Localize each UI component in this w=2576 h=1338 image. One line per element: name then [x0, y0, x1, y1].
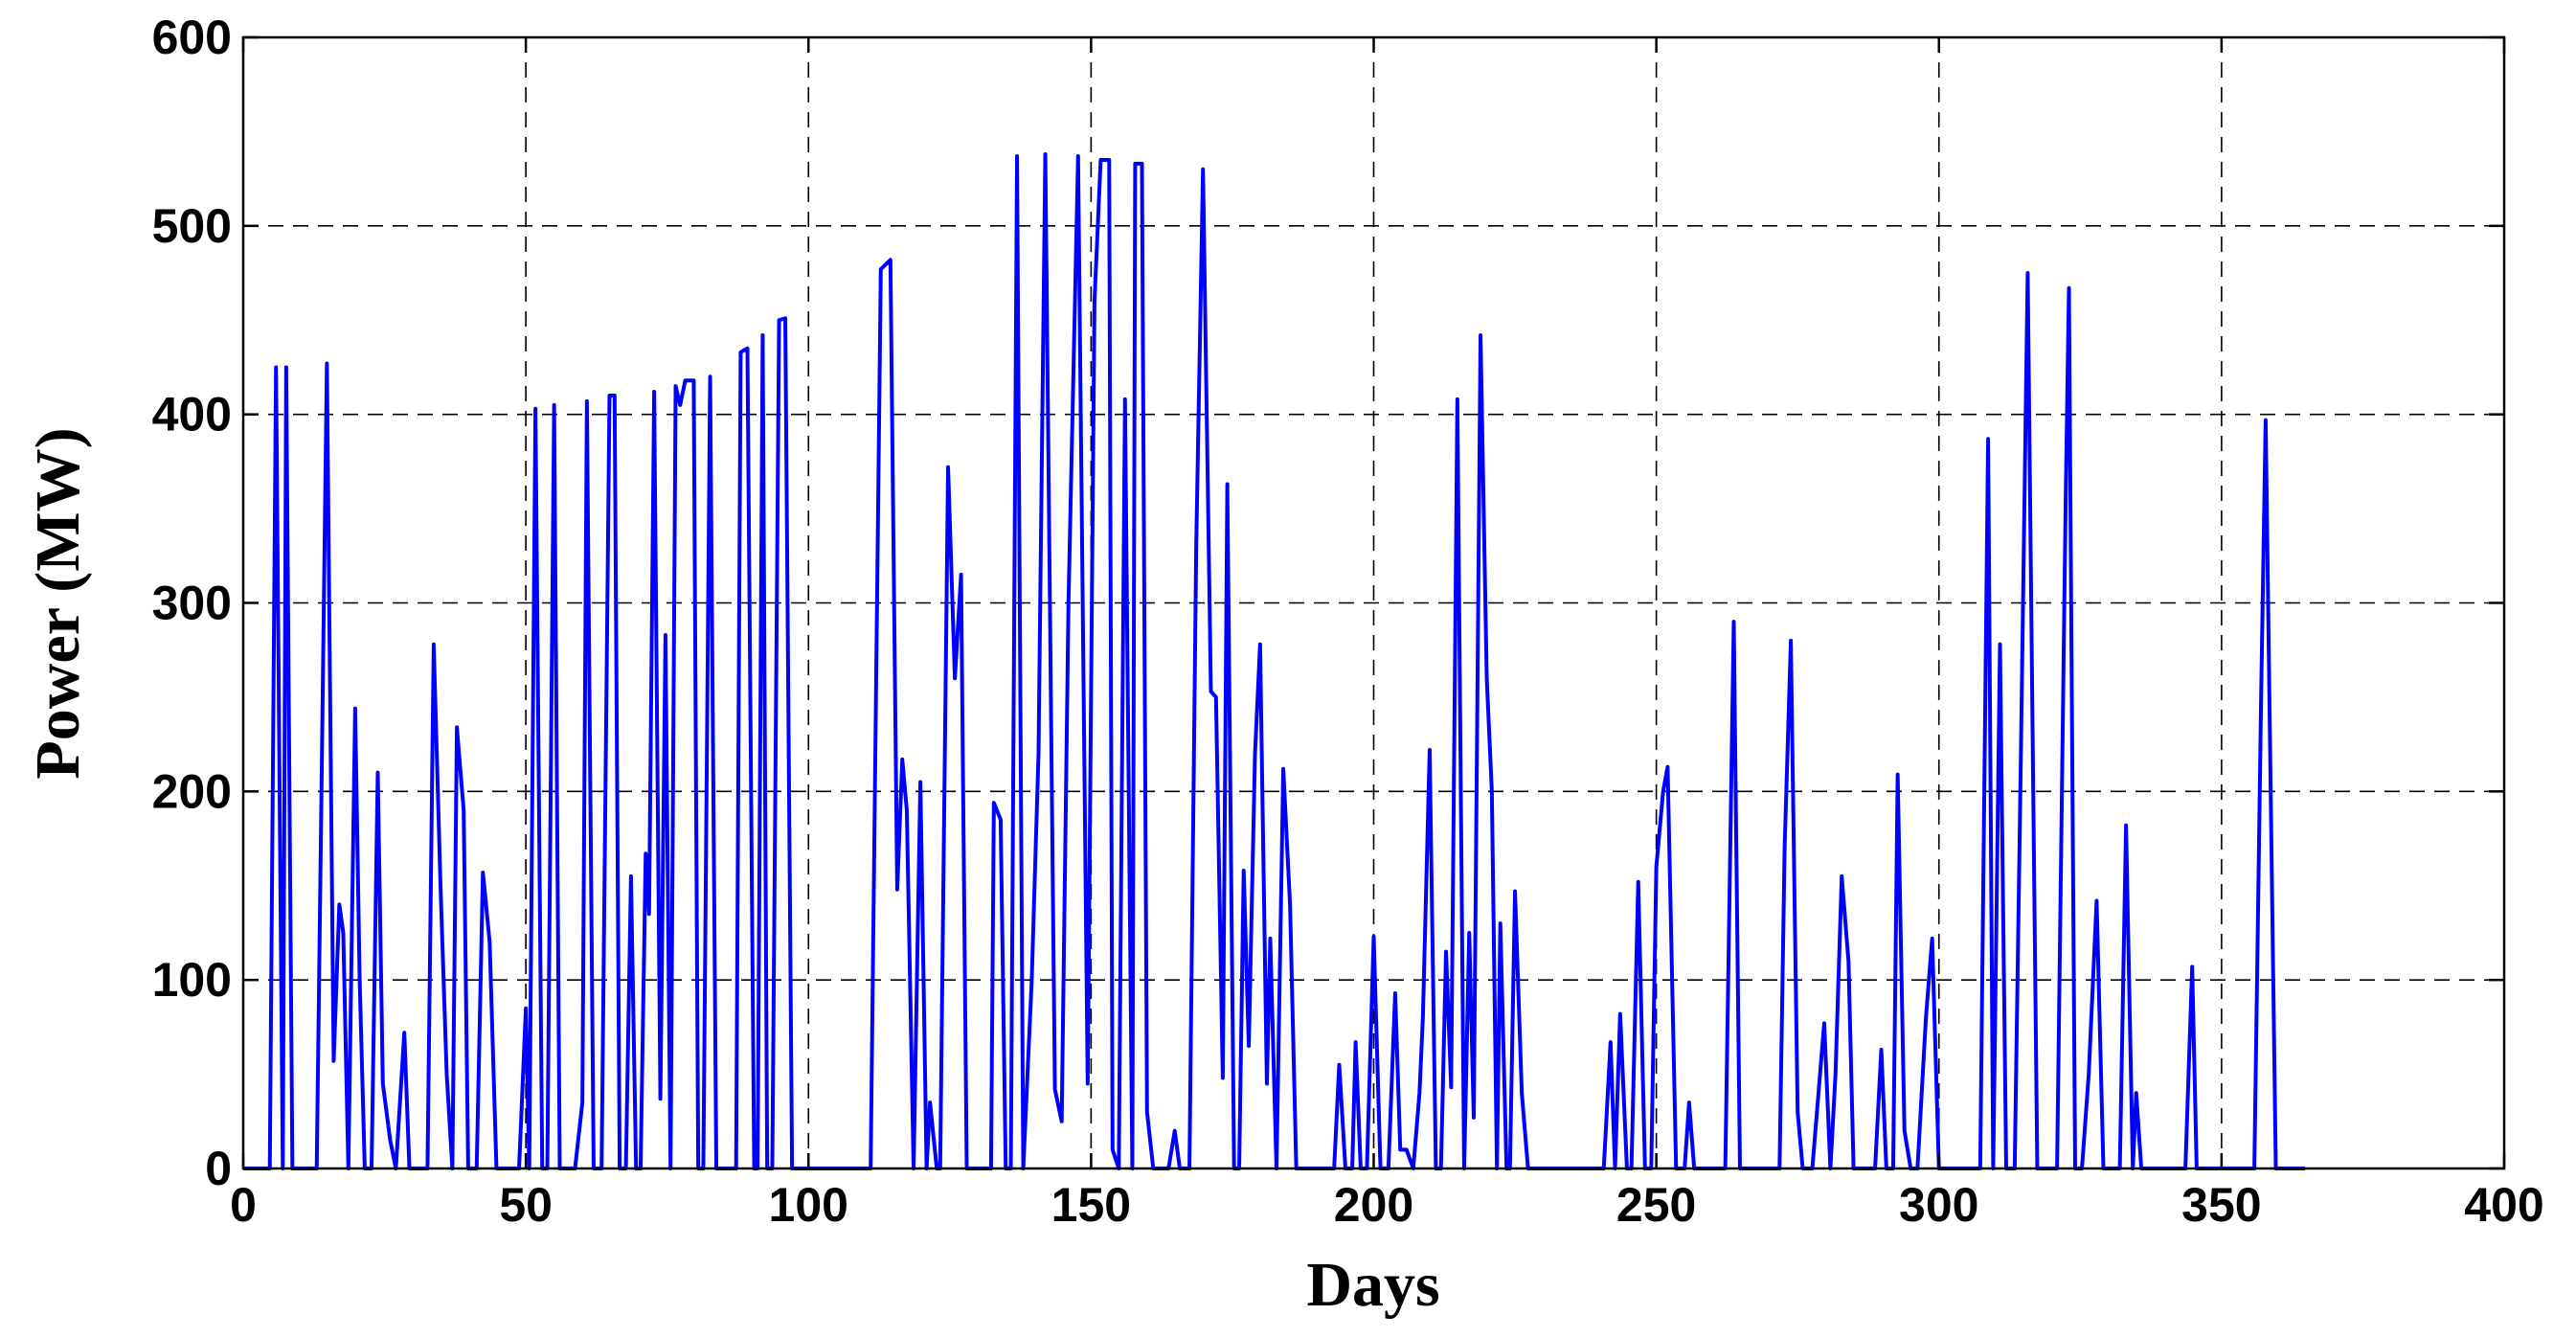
- y-tick-label: 300: [152, 577, 232, 630]
- y-axis-label: Power (MW): [23, 427, 93, 779]
- ticks: 0 50 100 150 200 250 300 350 400 0 100 200 300 400 500…: [152, 11, 2544, 1232]
- x-tick-label: 0: [230, 1178, 257, 1232]
- y-tick-label: 600: [152, 11, 232, 64]
- y-tick-label: 500: [152, 199, 232, 253]
- x-tick-label: 200: [1334, 1178, 1413, 1232]
- x-tick-label: 400: [2464, 1178, 2543, 1232]
- x-tick-label: 350: [2181, 1178, 2261, 1232]
- axes-frame: [241, 35, 2506, 1170]
- x-axis-label: Days: [1306, 1250, 1439, 1320]
- y-tick-label: 100: [152, 953, 232, 1007]
- x-tick-label: 300: [1899, 1178, 1978, 1232]
- x-tick-label: 100: [769, 1178, 848, 1232]
- x-tick-label: 50: [499, 1178, 553, 1232]
- y-tick-label: 200: [152, 764, 232, 818]
- x-tick-label: 150: [1051, 1178, 1131, 1232]
- y-tick-label: 400: [152, 388, 232, 442]
- y-tick-label: 0: [205, 1142, 232, 1195]
- x-tick-label: 250: [1616, 1178, 1696, 1232]
